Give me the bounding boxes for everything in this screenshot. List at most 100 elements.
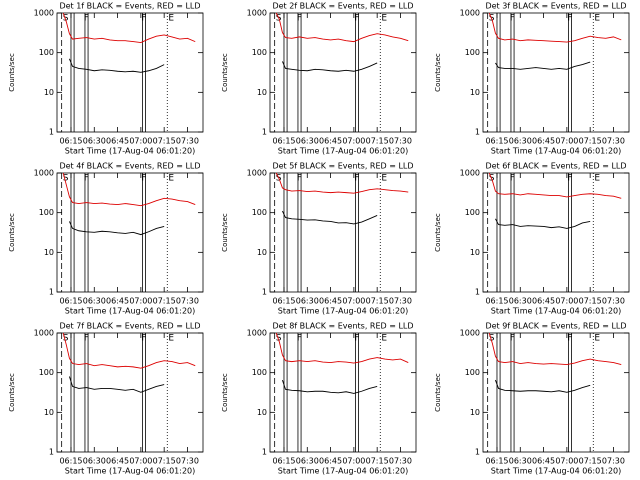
y-tick-label: 1000 <box>460 329 480 338</box>
x-tick-label: 06:30 <box>296 457 319 466</box>
x-tick-label: 06:30 <box>296 137 319 146</box>
y-axis-label: Counts/sec <box>8 53 16 92</box>
y-tick-label: 10 <box>44 248 54 257</box>
event-label: F <box>567 14 572 24</box>
y-tick-label: 100 <box>252 208 267 217</box>
x-tick-label: 06:30 <box>509 457 532 466</box>
event-label: F <box>510 14 515 24</box>
y-tick-label: 100 <box>39 48 54 57</box>
plot-frame <box>56 12 204 133</box>
series-line <box>495 61 591 70</box>
y-tick-label: 1000 <box>247 9 267 18</box>
x-tick-label: 06:45 <box>319 297 342 306</box>
event-label: F <box>510 174 515 184</box>
x-tick-label: 06:15 <box>59 297 82 306</box>
series-line <box>282 210 378 225</box>
event-label: E <box>594 174 600 184</box>
event-label: F <box>297 14 302 24</box>
y-axis-label: Counts/sec <box>221 213 229 252</box>
x-tick-label: 07:15 <box>366 457 389 466</box>
x-axis-label: Start Time (17-Aug-04 06:01:20) <box>278 467 409 476</box>
x-tick-label: 07:15 <box>579 137 602 146</box>
chart-title: Det 2f BLACK = Events, RED = LLD <box>272 2 413 11</box>
series-line <box>62 172 196 207</box>
event-label: F <box>84 174 89 184</box>
event-label: E <box>168 174 174 184</box>
y-axis-label: Counts/sec <box>434 53 442 92</box>
y-axis-label: Counts/sec <box>8 373 16 412</box>
x-axis-label: Start Time (17-Aug-04 06:01:20) <box>491 307 622 316</box>
x-tick-label: 06:45 <box>106 137 129 146</box>
x-tick-label: 06:45 <box>106 297 129 306</box>
y-tick-label: 1000 <box>34 169 54 178</box>
series-line <box>495 218 591 229</box>
series-line <box>281 379 378 394</box>
y-tick-label: 10 <box>257 88 267 97</box>
x-tick-label: 07:30 <box>389 297 412 306</box>
chart-title: Det 6f BLACK = Events, RED = LLD <box>485 162 626 171</box>
event-label: F <box>510 334 515 344</box>
y-tick-label: 1 <box>49 448 54 457</box>
x-tick-label: 06:15 <box>485 457 508 466</box>
x-tick-label: 06:15 <box>272 137 295 146</box>
y-axis-label: Counts/sec <box>434 373 442 412</box>
event-label: F <box>354 174 359 184</box>
event-label: S <box>489 334 495 344</box>
chart-title: Det 8f BLACK = Events, RED = LLD <box>272 322 413 331</box>
series-line <box>275 172 409 194</box>
chart-title: Det 1f BLACK = Events, RED = LLD <box>59 2 200 11</box>
y-tick-label: 1000 <box>34 329 54 338</box>
y-axis-label: Counts/sec <box>221 373 229 412</box>
event-label: F <box>567 174 572 184</box>
series-line <box>282 61 378 72</box>
x-tick-label: 06:45 <box>532 297 555 306</box>
event-label: S <box>63 174 69 184</box>
chart-title: Det 9f BLACK = Events, RED = LLD <box>485 322 626 331</box>
x-tick-label: 07:00 <box>129 137 152 146</box>
x-tick-label: 07:15 <box>153 457 176 466</box>
x-tick-label: 06:30 <box>509 297 532 306</box>
event-label: E <box>381 174 387 184</box>
plot-frame <box>56 332 204 453</box>
plot-frame <box>56 172 204 293</box>
event-label: S <box>63 334 69 344</box>
y-tick-label: 10 <box>257 408 267 417</box>
x-tick-label: 07:30 <box>176 137 199 146</box>
y-tick-label: 1 <box>262 448 267 457</box>
y-axis-label: Counts/sec <box>8 213 16 252</box>
series-line <box>62 332 196 369</box>
x-tick-label: 07:15 <box>579 297 602 306</box>
plot-frame <box>482 332 630 453</box>
x-tick-label: 07:00 <box>342 297 365 306</box>
y-tick-label: 1 <box>262 128 267 137</box>
x-tick-label: 07:15 <box>579 457 602 466</box>
x-tick-label: 07:00 <box>555 137 578 146</box>
x-tick-label: 06:15 <box>485 297 508 306</box>
y-tick-label: 1000 <box>34 9 54 18</box>
y-tick-label: 10 <box>470 88 480 97</box>
x-tick-label: 06:15 <box>272 457 295 466</box>
x-tick-label: 07:15 <box>153 297 176 306</box>
event-label: F <box>141 174 146 184</box>
y-tick-label: 100 <box>465 208 480 217</box>
x-tick-label: 07:30 <box>176 297 199 306</box>
event-label: E <box>381 334 387 344</box>
x-tick-label: 07:30 <box>602 137 625 146</box>
y-tick-label: 100 <box>252 368 267 377</box>
x-tick-label: 06:30 <box>296 297 319 306</box>
event-label: E <box>168 334 174 344</box>
event-label: E <box>168 14 174 24</box>
y-tick-label: 1 <box>475 288 480 297</box>
y-tick-label: 100 <box>465 48 480 57</box>
x-tick-label: 06:45 <box>532 457 555 466</box>
series-line <box>68 376 165 393</box>
y-tick-label: 10 <box>470 248 480 257</box>
x-tick-label: 07:30 <box>176 457 199 466</box>
x-tick-label: 07:00 <box>129 297 152 306</box>
x-tick-label: 07:00 <box>555 457 578 466</box>
series-line <box>275 332 409 364</box>
x-axis-label: Start Time (17-Aug-04 06:01:20) <box>491 467 622 476</box>
event-label: F <box>84 334 89 344</box>
y-tick-label: 1 <box>262 288 267 297</box>
